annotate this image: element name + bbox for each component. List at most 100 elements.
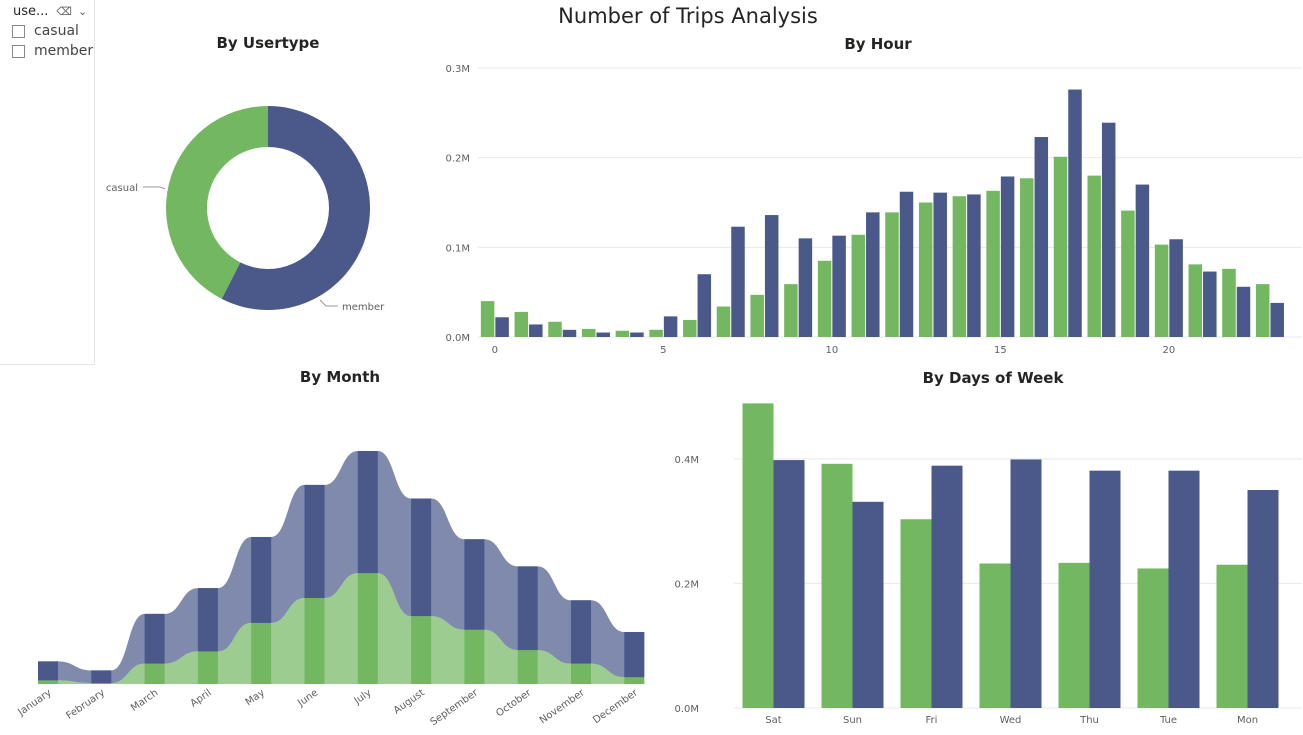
x-tick-label-weekday: Fri xyxy=(926,715,938,726)
x-tick-label-weekday: Sun xyxy=(843,715,862,726)
bar-weekday-member xyxy=(852,501,884,708)
x-tick-label-weekday: Sat xyxy=(765,715,781,726)
data-label-member: member xyxy=(342,302,385,313)
bar-hour-member xyxy=(663,316,678,337)
bar-weekday-casual xyxy=(742,403,774,708)
slicer-item-member[interactable]: member xyxy=(12,42,93,60)
bar-hour-member xyxy=(630,332,644,337)
x-tick-label-month: April xyxy=(189,687,214,709)
checkbox-member[interactable] xyxy=(12,44,25,58)
x-tick-label-hour: 5 xyxy=(660,345,666,356)
bar-hour-casual xyxy=(952,196,967,337)
x-tick-label-hour: 10 xyxy=(825,345,838,356)
x-tick-label-month: July xyxy=(352,687,374,707)
bar-hour-member xyxy=(1135,184,1150,337)
slicer-item-label: member xyxy=(34,43,94,59)
column-month-casual xyxy=(624,677,645,684)
y-tick-label-weekday: 0.4M xyxy=(674,455,699,466)
x-tick-label-month: October xyxy=(494,687,534,719)
y-tick-label-weekday: 0.0M xyxy=(674,704,699,715)
bar-hour-casual xyxy=(548,321,562,337)
bar-hour-casual xyxy=(1053,156,1068,337)
bar-hour-casual xyxy=(1255,284,1270,337)
bar-hour-member xyxy=(1000,176,1015,337)
y-tick-label-weekday: 0.2M xyxy=(674,579,699,590)
x-tick-label-weekday: Mon xyxy=(1237,715,1258,726)
x-tick-label-weekday: Thu xyxy=(1079,715,1099,726)
bar-hour-casual xyxy=(885,212,899,337)
bar-hour-casual xyxy=(1188,264,1203,337)
bar-hour-casual xyxy=(514,311,529,337)
usertype-slicer: use... ⌫⌄ casual member xyxy=(0,0,95,365)
column-month-casual xyxy=(144,663,165,684)
column-month-member xyxy=(464,539,485,630)
bar-hour-member xyxy=(798,238,813,337)
bar-hour-member xyxy=(967,194,981,337)
data-label-casual: casual xyxy=(106,183,138,194)
bar-hour-casual xyxy=(615,330,630,337)
donut-slice-member xyxy=(221,106,370,310)
x-tick-label-weekday: Tue xyxy=(1159,715,1177,726)
chart-title-month: By Month xyxy=(299,368,381,386)
x-tick-label-month: June xyxy=(295,687,320,709)
bar-hour-member xyxy=(596,332,610,337)
bar-hour-member xyxy=(866,212,880,337)
bar-hour-casual xyxy=(1222,268,1236,337)
leader-line-casual xyxy=(143,186,166,190)
x-tick-label-month: September xyxy=(429,687,481,728)
column-month-member xyxy=(91,670,112,684)
bar-hour-casual xyxy=(784,284,798,337)
ribbon-member xyxy=(38,451,645,684)
checkbox-casual[interactable] xyxy=(12,24,25,38)
eraser-icon[interactable]: ⌫⌄ xyxy=(56,4,94,18)
column-month-member xyxy=(304,484,325,599)
bar-weekday-member xyxy=(931,465,963,708)
column-month-casual xyxy=(571,663,591,684)
slicer-item-casual[interactable]: casual xyxy=(12,22,79,40)
leader-line-member xyxy=(319,299,338,307)
bar-hour-member xyxy=(1034,137,1049,337)
x-tick-label-hour: 20 xyxy=(1162,345,1175,356)
column-month-casual xyxy=(251,622,272,684)
slicer-item-label: casual xyxy=(34,23,79,39)
bar-weekday-casual xyxy=(1137,568,1169,708)
bar-hour-member xyxy=(697,274,712,337)
bar-hour-member xyxy=(495,317,509,337)
column-month-member xyxy=(197,588,218,652)
bar-hour-casual xyxy=(851,234,866,337)
slicer-header-label: use... xyxy=(13,3,49,19)
bar-hour-casual xyxy=(817,260,832,337)
bar-hour-member xyxy=(1101,122,1116,338)
x-tick-label-weekday: Wed xyxy=(1000,715,1022,726)
bar-hour-casual xyxy=(750,294,764,337)
x-tick-label-month: March xyxy=(129,687,160,713)
slicer-header[interactable]: use... ⌫⌄ xyxy=(13,2,93,20)
column-month-member xyxy=(38,661,58,681)
bar-weekday-member xyxy=(1168,470,1200,708)
chart-title-usertype: By Usertype xyxy=(216,34,320,52)
column-month-member xyxy=(144,613,165,664)
column-month-casual xyxy=(197,651,218,684)
bar-hour-member xyxy=(731,226,745,337)
ribbon-casual xyxy=(38,573,645,684)
y-tick-label-hour: 0.3M xyxy=(445,64,470,75)
bar-hour-casual xyxy=(918,202,933,337)
y-tick-label-hour: 0.1M xyxy=(445,243,470,254)
bar-hour-member xyxy=(1236,286,1251,337)
x-tick-label-hour: 15 xyxy=(994,345,1007,356)
column-month-member xyxy=(624,631,645,678)
column-month-member xyxy=(357,451,378,574)
y-tick-label-hour: 0.0M xyxy=(445,333,470,344)
bar-weekday-member xyxy=(1010,459,1042,708)
bar-hour-casual xyxy=(480,301,495,337)
chart-title-weekday: By Days of Week xyxy=(922,369,1064,387)
column-month-member xyxy=(251,536,272,623)
chart-title-hour: By Hour xyxy=(844,35,912,53)
bar-hour-member xyxy=(933,192,947,337)
bar-hour-member xyxy=(562,329,577,337)
bar-hour-casual xyxy=(1121,210,1135,337)
x-tick-label-hour: 0 xyxy=(492,345,498,356)
page-title: Number of Trips Analysis xyxy=(558,4,818,28)
bar-hour-member xyxy=(1169,239,1183,337)
